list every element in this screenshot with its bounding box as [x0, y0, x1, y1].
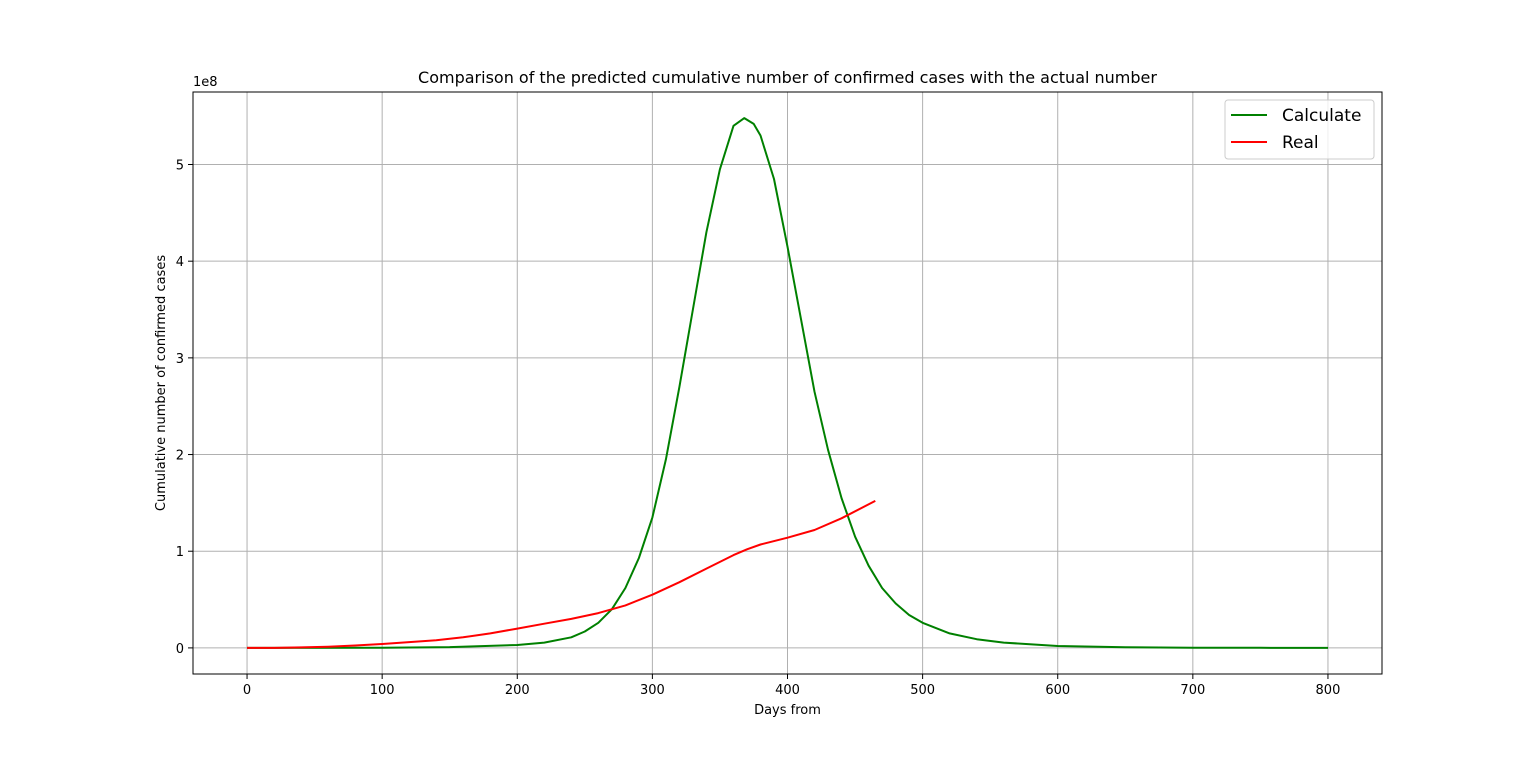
legend: Calculate Real	[1224, 99, 1375, 160]
series-line-real	[247, 500, 876, 649]
y-tick-label: 3	[176, 352, 184, 367]
x-tick-label: 0	[243, 683, 251, 698]
x-tick-label: 300	[640, 683, 665, 698]
legend-label-real: Real	[1282, 133, 1319, 153]
y-tick-label: 4	[176, 255, 184, 270]
x-tick-label: 200	[505, 683, 530, 698]
y-tick-label: 2	[176, 449, 184, 464]
x-tick-label: 100	[370, 683, 395, 698]
x-tick-label: 500	[910, 683, 935, 698]
x-tick-label: 800	[1316, 683, 1341, 698]
axis-ticks: 0 100 200 300 400 500 600 700 800 0 1 2 3 4 5	[176, 159, 1341, 698]
y-tick-label: 0	[176, 642, 184, 657]
x-tick-label: 600	[1045, 683, 1070, 698]
y-tick-label: 1	[176, 545, 184, 560]
y-axis-label: Cumulative number of confirmed cases	[154, 255, 169, 511]
y-axis-offset-text: 1e8	[193, 75, 218, 90]
legend-label-calculate: Calculate	[1282, 106, 1361, 126]
series-layer	[246, 117, 1329, 649]
y-tick-label: 5	[176, 159, 184, 174]
x-tick-label: 400	[775, 683, 800, 698]
x-tick-label: 700	[1180, 683, 1205, 698]
x-axis-label: Days from	[754, 703, 821, 718]
series-line-calculate	[246, 117, 1329, 649]
chart-title: Comparison of the predicted cumulative n…	[418, 68, 1157, 87]
